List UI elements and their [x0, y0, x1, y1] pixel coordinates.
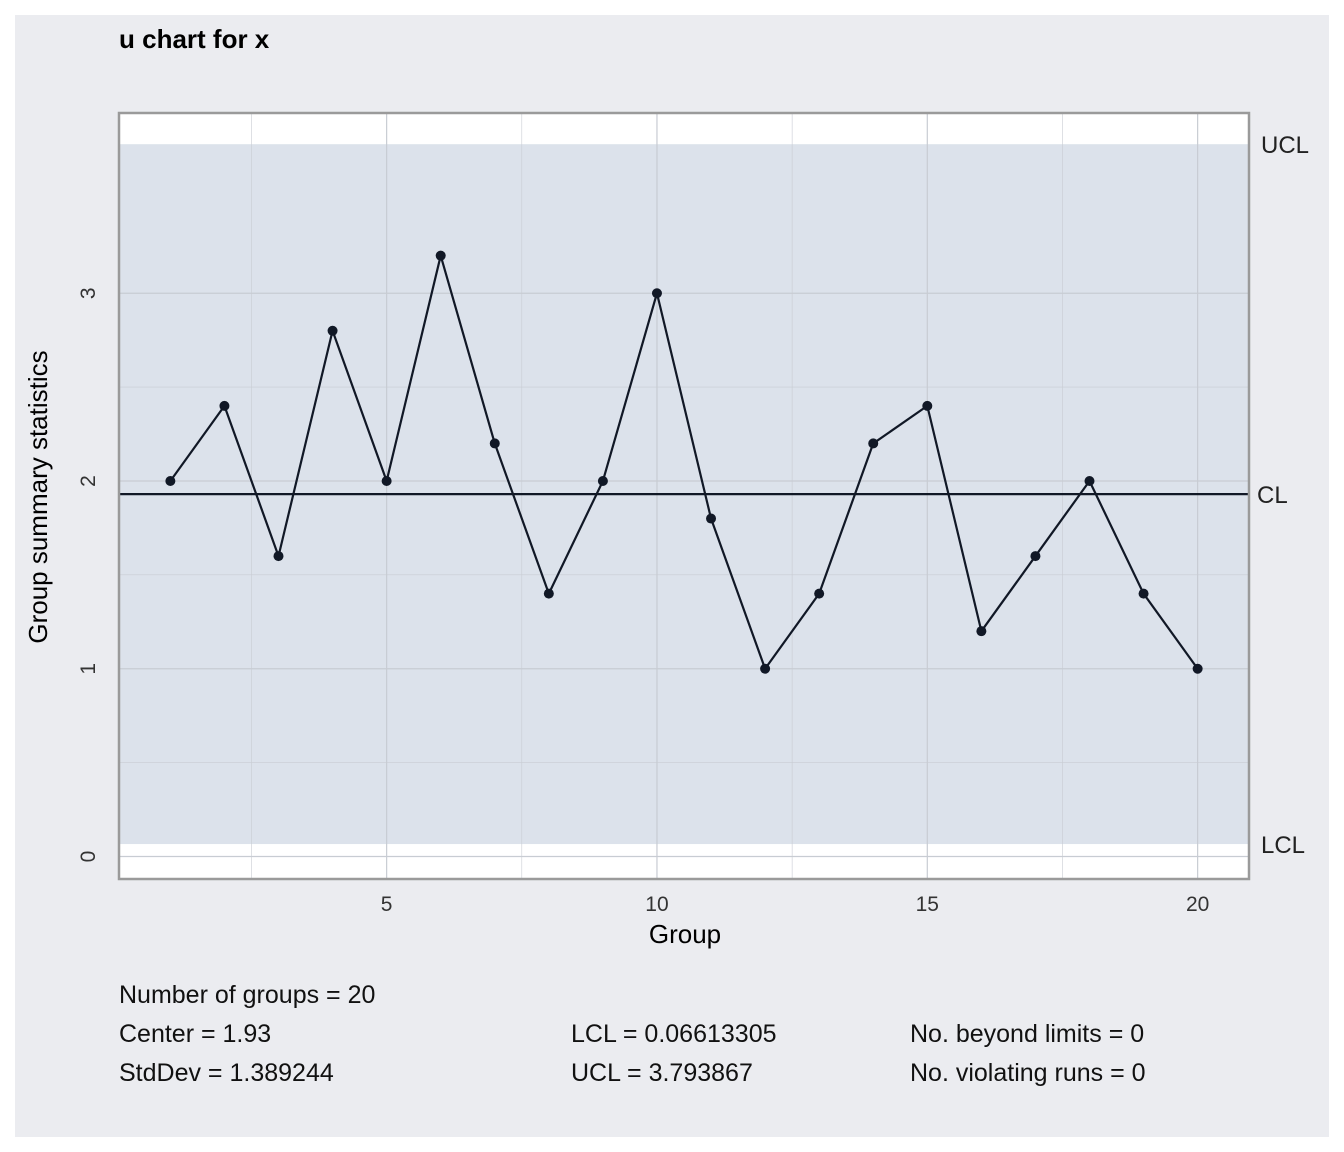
y-tick-label: 0 [77, 851, 100, 863]
stat-stddev: StdDev = 1.389244 [119, 1059, 334, 1087]
y-tick-label: 3 [77, 287, 100, 299]
data-point [706, 513, 717, 524]
stat-ucl: UCL = 3.793867 [571, 1059, 753, 1087]
data-point [651, 288, 662, 299]
y-tick-label: 1 [77, 663, 100, 675]
data-point [868, 438, 879, 449]
ucl-label: UCL [1261, 132, 1309, 159]
data-points [165, 250, 1203, 674]
x-axis-title: Group [649, 919, 721, 949]
series-line [169, 254, 1199, 670]
data-point [543, 588, 554, 599]
plot-border [117, 111, 1251, 881]
data-point [489, 438, 500, 449]
stat-center: Center = 1.93 [119, 1020, 272, 1048]
data-point [273, 551, 284, 562]
data-point [165, 475, 176, 486]
data-point [976, 626, 987, 637]
data-point [327, 325, 338, 336]
lcl-label: LCL [1261, 832, 1305, 859]
stat-beyond-limits: No. beyond limits = 0 [910, 1020, 1145, 1048]
stat-number-of-groups: Number of groups = 20 [119, 981, 376, 1009]
data-point [814, 588, 825, 599]
chart-title: u chart for x [119, 24, 270, 54]
data-point [597, 475, 608, 486]
data-point [1192, 663, 1203, 674]
cl-label: CL [1257, 482, 1288, 509]
x-tick-label: 20 [1186, 893, 1209, 916]
y-axis-ticks: 0 1 2 3 [77, 287, 100, 862]
gridlines [119, 113, 1249, 879]
data-point [435, 250, 446, 261]
data-point [922, 400, 933, 411]
data-point [1084, 475, 1095, 486]
data-point [1030, 551, 1041, 562]
stat-lcl: LCL = 0.06613305 [571, 1020, 777, 1048]
data-point [1138, 588, 1149, 599]
stat-violating-runs: No. violating runs = 0 [910, 1059, 1146, 1087]
data-point [760, 663, 771, 674]
x-tick-label: 10 [645, 893, 668, 916]
x-tick-label: 15 [916, 893, 939, 916]
y-axis-title: Group summary statistics [23, 350, 53, 643]
x-axis-ticks: 5 10 15 20 [381, 893, 1210, 916]
y-tick-label: 2 [77, 475, 100, 487]
data-point [219, 400, 230, 411]
data-point [381, 475, 392, 486]
x-tick-label: 5 [381, 893, 393, 916]
